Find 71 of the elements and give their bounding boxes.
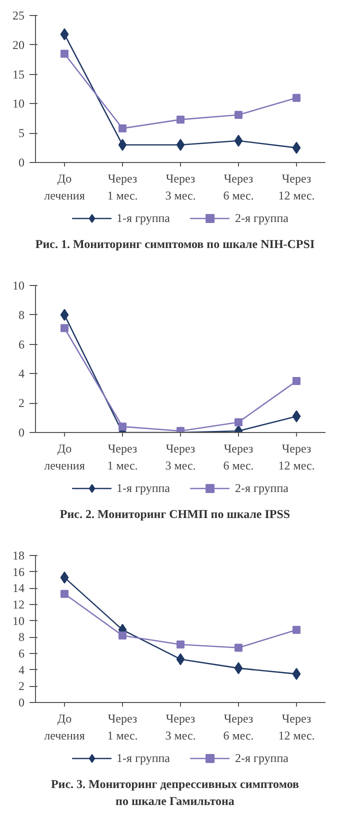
point	[118, 422, 126, 431]
point	[234, 134, 243, 147]
y-tick-label: 6	[18, 337, 24, 352]
point	[176, 640, 184, 649]
point	[292, 142, 301, 154]
y-tick-label: 0	[18, 426, 24, 440]
x-tick-label: Через 6 мес.	[223, 442, 254, 472]
x-tick-label: Через 1 мес.	[107, 172, 138, 202]
y-tick-label: 4	[18, 366, 24, 381]
text: Рис. 1. Мониторинг симптомов по шкале NIH-CPSI	[35, 236, 315, 253]
x-tick-label: Через 6 мес.	[223, 712, 254, 743]
point	[292, 94, 300, 102]
x-tick-label: До лечения	[44, 172, 86, 202]
y-tick-label: 5	[18, 126, 24, 140]
x-tick-label: До лечения	[44, 712, 86, 743]
y-tick-label: 8	[18, 308, 24, 322]
y-tick-label: 18	[12, 548, 24, 563]
point	[176, 654, 185, 666]
point	[118, 124, 126, 132]
point	[292, 668, 301, 680]
point	[118, 632, 126, 640]
x-tick-label: До лечения	[44, 442, 86, 472]
x-tick-label: Через 3 мес.	[165, 712, 196, 743]
x-tick-label: Через 12 мес.	[278, 172, 315, 202]
y-tick-label: 12	[12, 598, 24, 612]
y-tick-label: 10	[12, 96, 24, 111]
x-tick-label: Через 1 мес.	[107, 712, 138, 743]
x-tick-label: Через 3 мес.	[165, 172, 196, 202]
y-tick-label: 0	[18, 696, 24, 710]
point	[60, 324, 68, 332]
y-tick-label: 0	[18, 156, 24, 170]
text: Рис. 2. Мониторинг СНМП по шкале IPSS	[60, 506, 290, 524]
y-tick-label: 15	[12, 67, 24, 82]
legend-label: 1-я группа	[116, 750, 170, 766]
y-tick-label: 2	[18, 396, 24, 410]
y-tick-label: 8	[18, 630, 24, 644]
point	[60, 572, 69, 584]
point	[292, 626, 300, 634]
y-tick-label: 20	[12, 38, 24, 52]
point	[234, 644, 242, 652]
legend-label: 2-я группа	[235, 480, 288, 496]
point	[292, 410, 301, 422]
text: Рис. 3. Мониторинг депрессивных симптомов по шкале Гамильтона	[50, 776, 300, 810]
point	[292, 377, 300, 386]
x-tick-label: Через 6 мес.	[223, 172, 254, 202]
point	[234, 418, 242, 426]
point	[60, 590, 68, 598]
y-tick-label: 10	[12, 278, 24, 293]
legend-label: 2-я группа	[235, 210, 288, 226]
y-tick-label: 4	[18, 663, 24, 678]
y-tick-label: 2	[18, 679, 24, 694]
y-tick-label: 10	[12, 614, 24, 628]
point	[234, 110, 242, 119]
y-tick-label: 16	[12, 565, 24, 580]
legend-label: 2-я группа	[235, 750, 288, 766]
x-tick-label: Через 3 мес.	[165, 442, 196, 472]
point	[118, 138, 127, 151]
legend-label: 1-я группа	[116, 480, 170, 496]
point	[176, 116, 184, 124]
x-tick-label: Через 12 мес.	[278, 442, 315, 472]
x-tick-label: Через 12 мес.	[278, 712, 315, 743]
y-tick-label: 14	[12, 581, 24, 596]
y-tick-label: 25	[12, 8, 24, 22]
point	[176, 138, 185, 151]
point	[234, 662, 243, 674]
legend-label: 1-я группа	[116, 210, 170, 226]
point	[60, 309, 69, 322]
point	[60, 50, 68, 58]
x-tick-label: Через 1 мес.	[107, 442, 138, 472]
point	[60, 28, 69, 40]
y-tick-label: 6	[18, 646, 24, 661]
